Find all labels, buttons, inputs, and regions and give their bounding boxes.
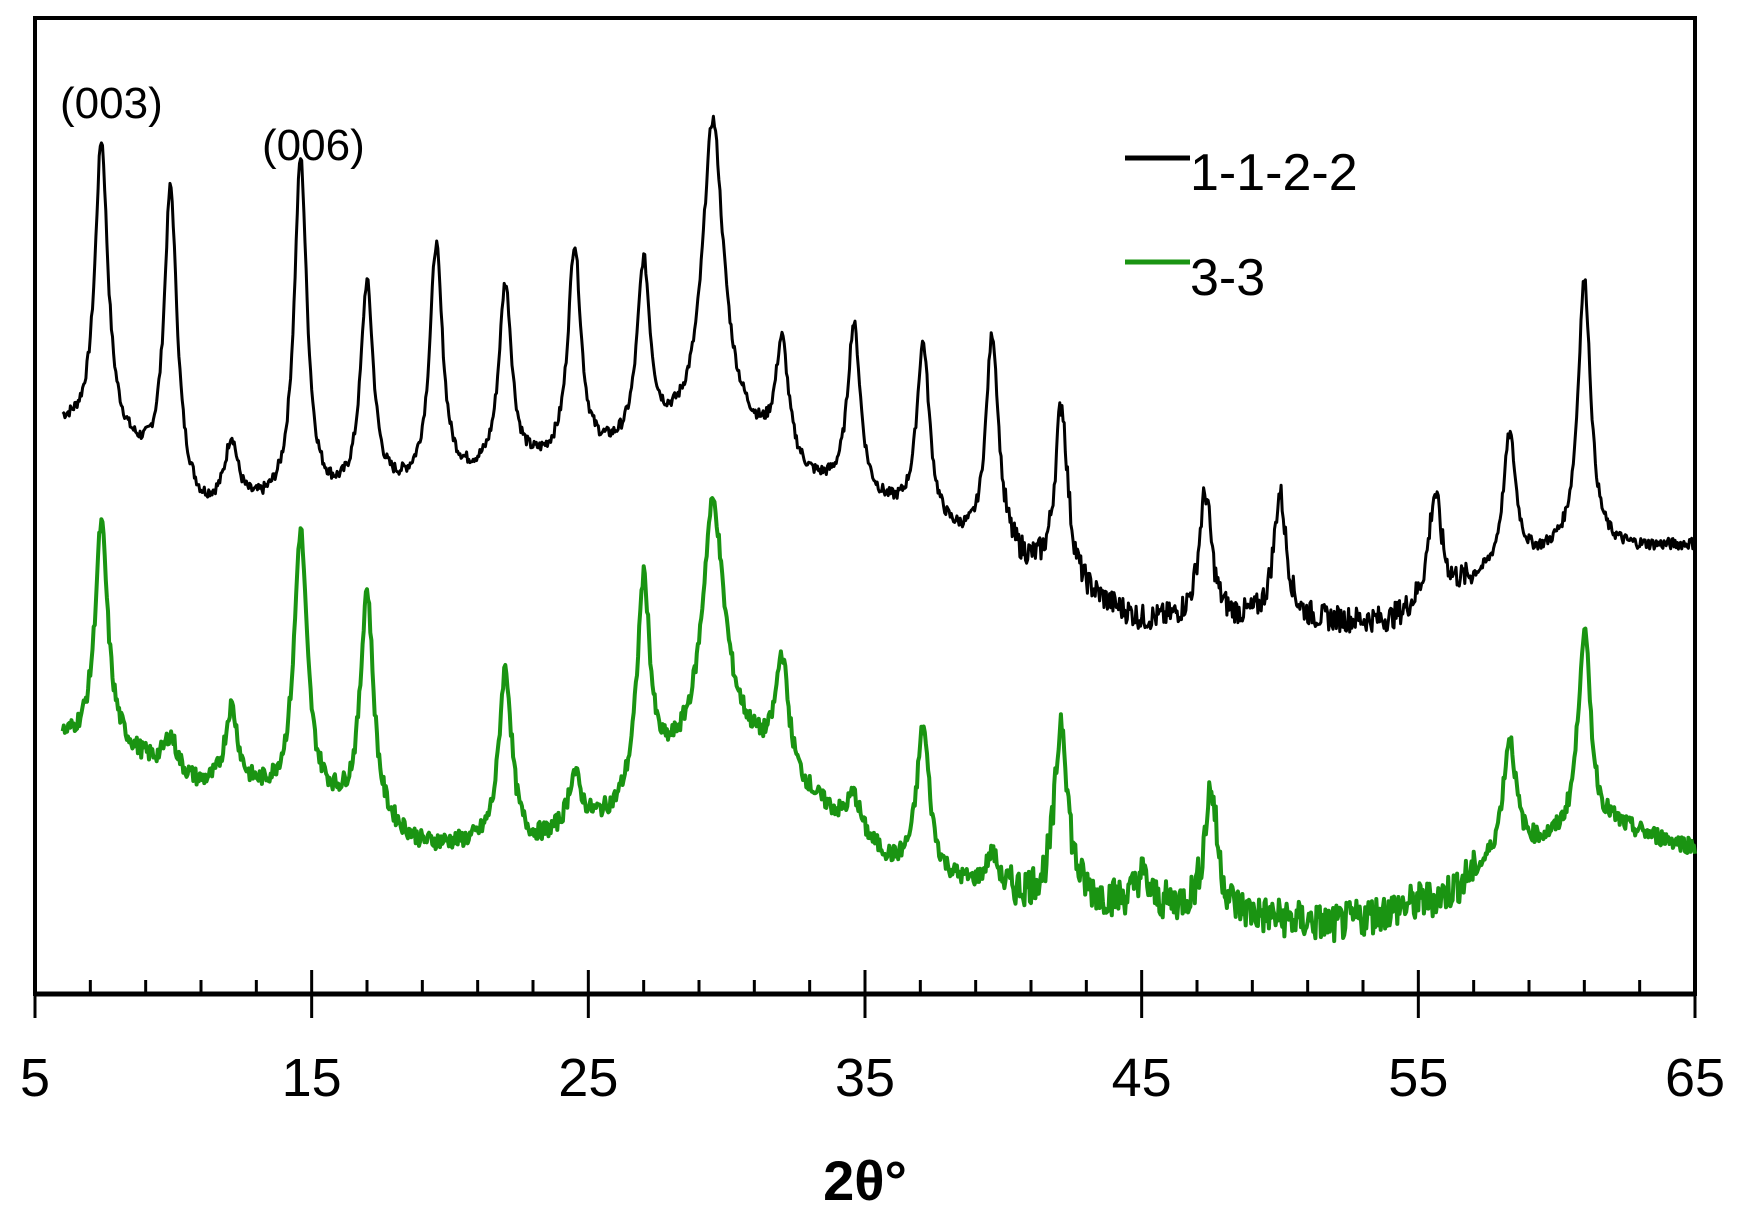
x-tick-label: 45 (1112, 1048, 1172, 1108)
x-tick-label: 55 (1388, 1048, 1448, 1108)
x-tick-label: 5 (20, 1048, 50, 1108)
peak-annotation-006: (006) (262, 121, 365, 170)
series-line-3-3 (60, 496, 1697, 944)
legend-label-3-3: 3-3 (1190, 249, 1265, 307)
x-tick-label: 25 (558, 1048, 618, 1108)
series-line-1-1-2-2 (61, 114, 1697, 634)
peak-annotation-003: (003) (60, 79, 163, 128)
x-tick-label: 65 (1665, 1048, 1725, 1108)
legend-label-1-1-2-2: 1-1-2-2 (1190, 144, 1358, 202)
x-axis-ticks: 5 15 25 35 45 55 65 (20, 970, 1725, 1108)
x-tick-label: 35 (835, 1048, 895, 1108)
legend: 1-1-2-2 3-3 (1125, 144, 1358, 307)
x-axis-label: 2θ° (823, 1149, 907, 1212)
x-tick-label: 15 (282, 1048, 342, 1108)
series-layer (60, 114, 1697, 944)
